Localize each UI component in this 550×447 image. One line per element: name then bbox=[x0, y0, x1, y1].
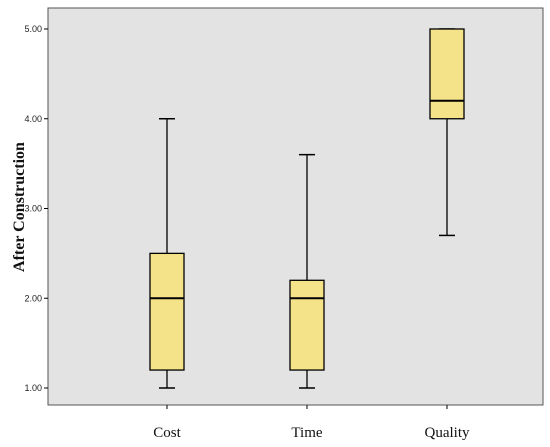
iqr-box bbox=[429, 28, 465, 120]
y-tick-label: 5.00 bbox=[24, 24, 42, 34]
box-time bbox=[289, 153, 325, 389]
x-axis-labels: Cost Time Quality bbox=[153, 405, 470, 441]
box-cost bbox=[149, 118, 185, 389]
iqr-box bbox=[149, 252, 185, 371]
y-axis-ticks: 1.00 2.00 3.00 4.00 5.00 bbox=[24, 24, 48, 393]
y-tick-label: 3.00 bbox=[24, 204, 42, 214]
iqr-box bbox=[289, 279, 325, 371]
y-tick-label: 2.00 bbox=[24, 293, 42, 303]
y-tick-label: 1.00 bbox=[24, 383, 42, 393]
x-category-label: Time bbox=[291, 425, 322, 441]
y-tick-label: 4.00 bbox=[24, 114, 42, 124]
y-axis-title: After Construction bbox=[11, 142, 28, 272]
box-series bbox=[149, 28, 465, 389]
x-category-label: Quality bbox=[425, 425, 470, 441]
box-quality bbox=[429, 28, 465, 237]
x-category-label: Cost bbox=[153, 425, 181, 441]
